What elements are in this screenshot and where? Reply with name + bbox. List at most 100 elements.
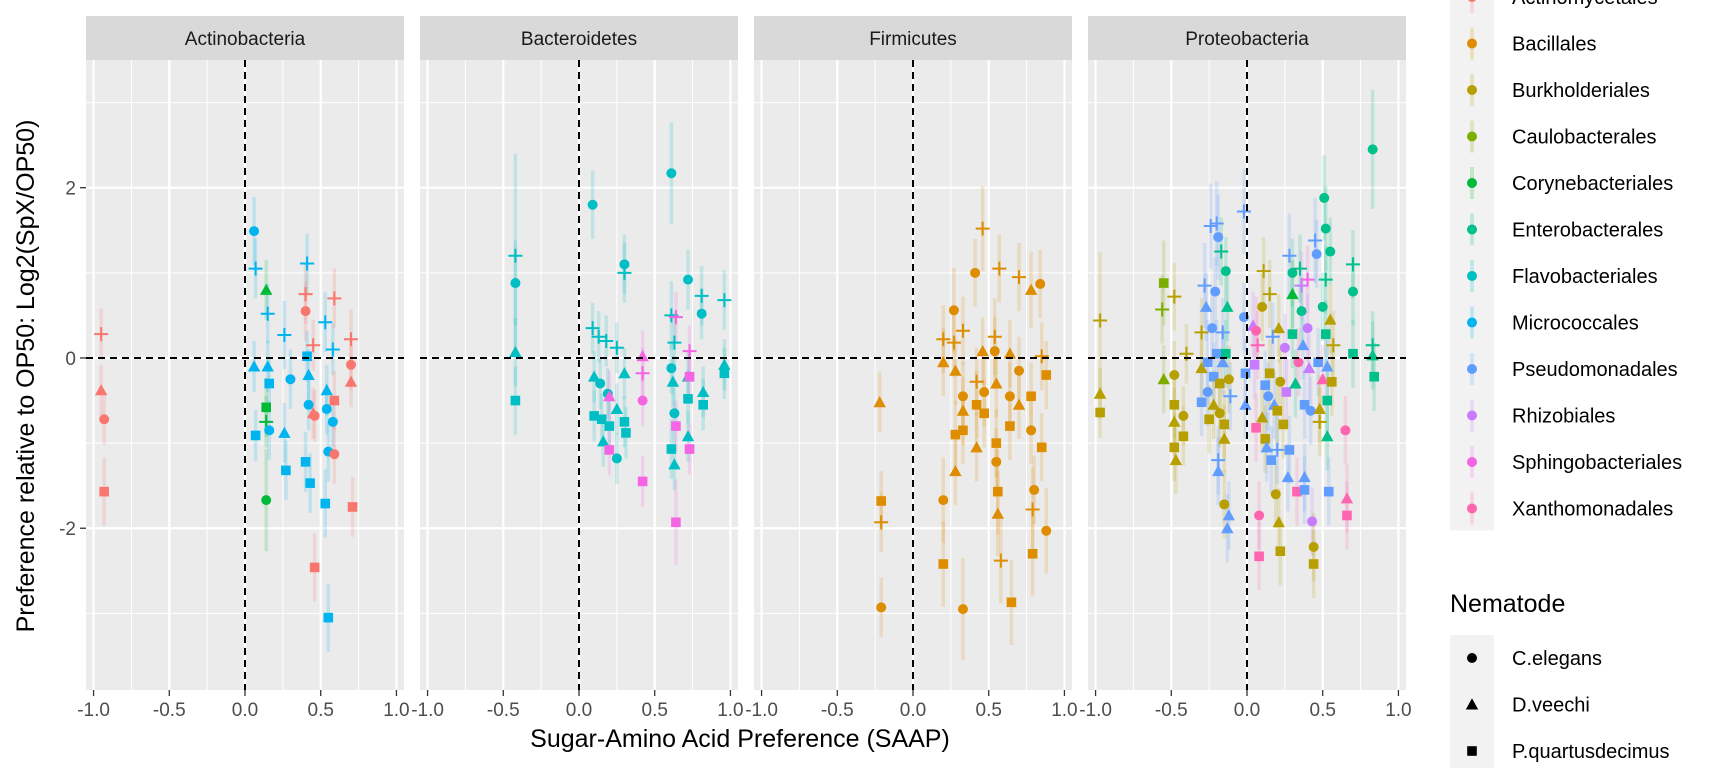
data-point [1369, 371, 1379, 382]
data-point [1169, 442, 1180, 453]
data-points [94, 89, 1380, 661]
data-point [1213, 232, 1224, 243]
data-point [683, 394, 693, 404]
data-point [992, 261, 1007, 276]
data-point [1254, 551, 1264, 562]
data-point [1215, 325, 1230, 340]
data-point [666, 363, 677, 374]
legend-key-swatch [1467, 178, 1477, 188]
facet-strip [754, 16, 1072, 60]
data-point [1178, 431, 1189, 442]
data-point [619, 259, 630, 270]
data-point [609, 340, 624, 355]
data-point [1278, 419, 1289, 430]
legend-key-swatch [1467, 38, 1477, 49]
data-point [248, 261, 263, 276]
data-point [1024, 283, 1038, 295]
data-point [684, 444, 695, 454]
x-tick-label: 0.5 [308, 700, 334, 721]
data-point [1367, 144, 1378, 155]
legend: Actinomycetales Bacillales Burkholderiales… [1450, 0, 1682, 768]
data-point [603, 390, 616, 402]
data-point [509, 345, 522, 357]
legend-entry: Bacillales [1467, 27, 1596, 60]
legend-label: Corynebacteriales [1512, 173, 1673, 195]
data-point [1254, 510, 1265, 521]
data-point [1249, 359, 1260, 370]
x-tick-label: -0.5 [487, 700, 520, 721]
data-point [990, 377, 1003, 389]
data-point [617, 265, 632, 280]
data-point [1313, 402, 1326, 415]
data-point [300, 256, 315, 271]
data-point [876, 496, 886, 506]
facet-strip-label: Actinobacteria [185, 29, 306, 50]
data-point [1272, 516, 1285, 528]
data-point [587, 370, 601, 382]
data-point [1348, 286, 1358, 297]
legend-key-swatch [1467, 85, 1477, 95]
data-point [1167, 289, 1182, 304]
data-point [346, 359, 356, 370]
data-point [1260, 434, 1270, 444]
facet-strip-label: Proteobacteria [1185, 29, 1309, 50]
data-point [344, 375, 358, 387]
data-point [1299, 485, 1310, 495]
data-point [1281, 387, 1292, 397]
data-point [1240, 368, 1251, 379]
data-point [1311, 249, 1322, 260]
data-point [300, 306, 311, 317]
data-point [1251, 422, 1261, 433]
data-point [1220, 266, 1231, 277]
data-point [302, 368, 315, 380]
data-point [1239, 398, 1252, 410]
data-point [1289, 377, 1302, 389]
data-point [666, 168, 677, 179]
data-point [344, 332, 358, 347]
data-point [1199, 300, 1213, 312]
data-point [1260, 380, 1270, 391]
data-point [971, 399, 982, 410]
data-point [1169, 370, 1180, 380]
x-tick-label: 0.0 [566, 700, 592, 721]
data-point [621, 428, 631, 438]
legend-key-shape [1467, 746, 1477, 756]
data-point [1292, 486, 1302, 497]
data-point [958, 425, 968, 436]
legend-key-swatch [1468, 0, 1476, 2]
data-point [1168, 415, 1181, 427]
data-point [1169, 453, 1183, 466]
x-tick-label: -1.0 [1079, 700, 1112, 721]
data-point [668, 310, 683, 325]
data-point [666, 444, 677, 454]
data-point [604, 421, 615, 431]
data-point [696, 308, 707, 319]
data-point [1223, 374, 1234, 385]
x-tick-label: 0.0 [232, 700, 258, 721]
data-point [1342, 510, 1352, 521]
data-point [1272, 321, 1285, 334]
data-point [1026, 425, 1037, 436]
legend-entry: Corynebacteriales [1467, 167, 1673, 199]
y-tick-label: 2 [65, 179, 76, 200]
data-point [987, 329, 1002, 344]
data-point [1005, 421, 1015, 431]
data-point [1006, 597, 1017, 608]
data-point [1251, 325, 1262, 336]
nematode-legend-title: Nematode [1450, 590, 1565, 618]
data-point [1207, 323, 1218, 334]
data-point [1214, 378, 1225, 389]
x-tick-label: 0.5 [642, 700, 668, 721]
data-point [948, 305, 959, 316]
data-point [1296, 306, 1307, 317]
data-point [957, 391, 968, 402]
data-point [1208, 371, 1219, 382]
data-point [1210, 286, 1221, 297]
data-point [99, 486, 109, 497]
data-point [1302, 323, 1313, 334]
data-point [1221, 348, 1231, 359]
data-point [611, 453, 622, 464]
data-point [587, 199, 598, 210]
data-point [955, 323, 970, 338]
data-point [1340, 492, 1354, 504]
